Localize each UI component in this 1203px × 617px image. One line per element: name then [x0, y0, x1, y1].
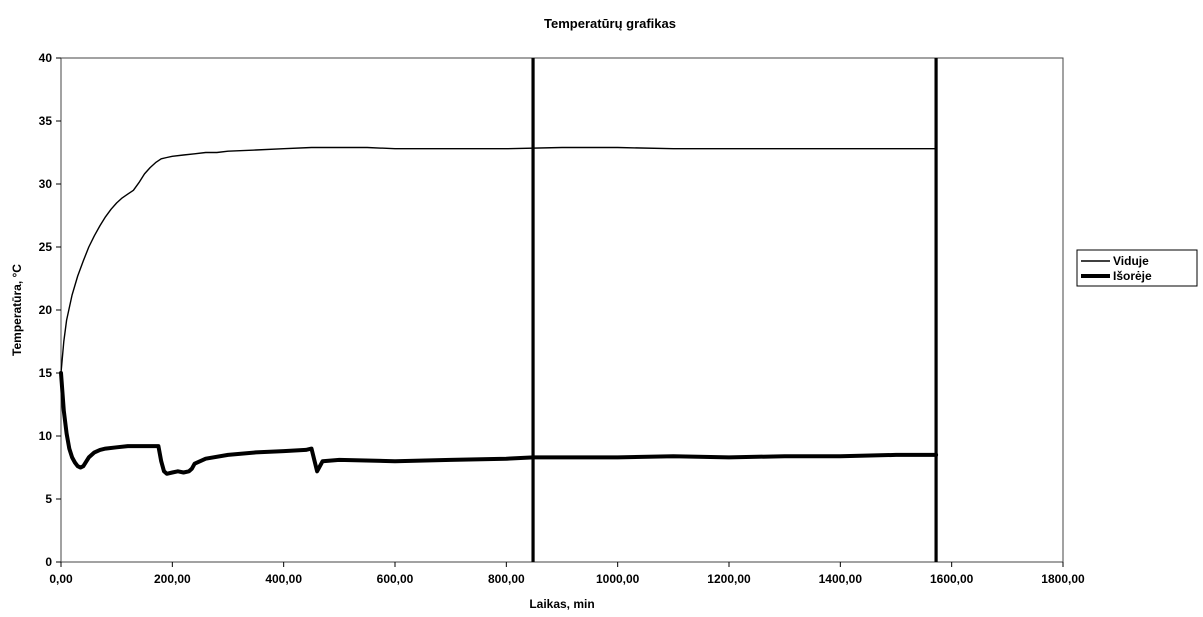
y-tick-label: 25: [39, 240, 53, 254]
series-line-viduje: [60, 146, 937, 374]
legend-box: [1076, 249, 1198, 287]
y-tick-label: 20: [39, 303, 53, 317]
y-axis-title: Temperatūra, °C: [10, 264, 24, 356]
plot-area: [60, 57, 1064, 563]
legend: Viduje Išorėje: [1076, 249, 1198, 287]
legend-label-viduje: Viduje: [1113, 254, 1149, 268]
x-tick-label: 800,00: [488, 572, 525, 586]
series-lines: [59, 146, 939, 476]
y-tick-label: 0: [45, 555, 52, 569]
x-tick-label: 1800,00: [1041, 572, 1085, 586]
y-tick-label: 5: [45, 492, 52, 506]
series-line-isoreje: [59, 371, 939, 476]
x-tick-label: 1600,00: [930, 572, 974, 586]
vertical-markers: [531, 58, 938, 562]
x-tick-label: 200,00: [154, 572, 191, 586]
chart-title: Temperatūrų grafikas: [544, 16, 676, 31]
x-axis-title: Laikas, min: [529, 597, 594, 611]
x-tick-label: 0,00: [49, 572, 73, 586]
x-tick-label: 1400,00: [819, 572, 863, 586]
x-tick-label: 1000,00: [596, 572, 640, 586]
y-tick-label: 40: [39, 51, 53, 65]
y-tick-label: 10: [39, 429, 53, 443]
y-axis: 0 5 10 15 20 25 30 35 40: [39, 51, 61, 569]
x-tick-label: 400,00: [265, 572, 302, 586]
y-tick-label: 35: [39, 114, 53, 128]
y-tick-label: 15: [39, 366, 53, 380]
x-axis: 0,00 200,00 400,00 600,00 800,00 1000,00 1200,…: [49, 562, 1085, 586]
x-tick-label: 1200,00: [707, 572, 751, 586]
legend-label-isoreje: Išorėje: [1113, 269, 1152, 283]
x-tick-label: 600,00: [377, 572, 414, 586]
y-tick-label: 30: [39, 177, 53, 191]
